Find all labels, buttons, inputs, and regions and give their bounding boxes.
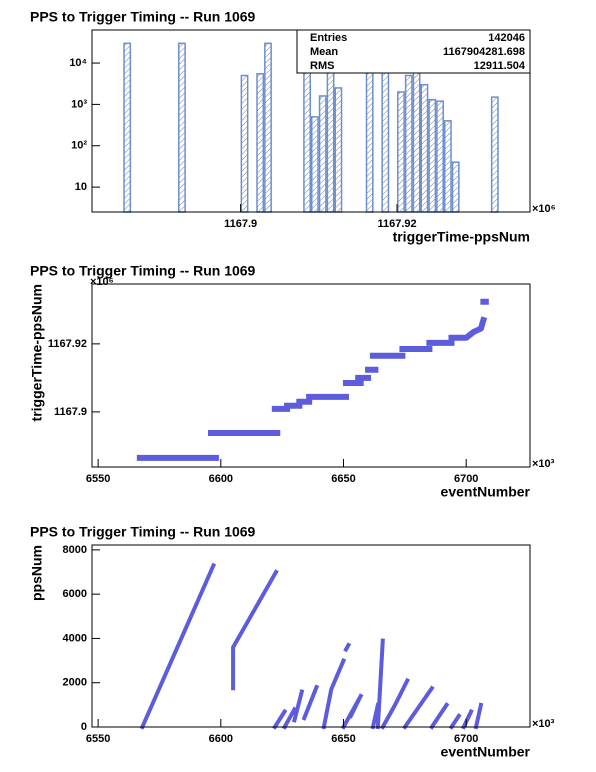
y-tick-label: 2000 [63,677,87,689]
x-tick-label: 6700 [454,473,478,485]
y-tick-label: 10 [75,181,87,193]
x-tick-label: 6650 [331,473,355,485]
stats-label: Entries [310,32,347,44]
y-tick-label: 1167.92 [48,338,87,350]
x-tick-label: 1167.9 [224,218,257,230]
plot-frame [91,283,531,468]
x-tick-label: 6600 [209,473,233,485]
x-axis-label: triggerTime-ppsNum [393,229,530,245]
x-tick-label: 6700 [454,733,478,745]
bar [397,91,405,213]
bar [381,59,390,213]
bar [334,87,343,213]
bar [178,42,186,213]
y-tick-label: 1167.9 [54,406,87,418]
x-tick-label: 6650 [331,733,355,745]
x-axis-label: eventNumber [441,744,531,760]
stats-value: 142046 [488,32,525,44]
x-tick-label: 6550 [86,733,110,745]
bar [428,98,437,213]
chart-title: PPS to Trigger Timing -- Run 1069 [30,9,256,25]
x-tick-label: 6600 [209,733,233,745]
y-exponent: ×10⁶ [90,276,114,288]
stats-label: Mean [310,46,338,58]
y-axis-label: triggerTime-ppsNum [29,284,45,421]
plot-frame [91,544,531,728]
stats-value: 12911.504 [474,60,526,72]
stats-label: RMS [310,60,334,72]
y-tick-label: 10³ [71,98,87,110]
y-tick-label: 10⁴ [69,57,87,69]
y-tick-label: 10² [71,140,87,152]
x-exponent: ×10³ [532,718,555,730]
bar [326,66,335,213]
data-line [136,298,489,461]
bar [443,120,452,213]
bar [365,59,374,213]
data-line [139,562,484,730]
chart-title: PPS to Trigger Timing -- Run 1069 [30,263,256,279]
y-tick-label: 0 [81,721,87,733]
stats-value: 1167904281.698 [443,46,525,58]
y-tick-label: 4000 [63,632,87,644]
y-tick-label: 6000 [63,588,87,600]
x-axis-label: eventNumber [441,484,531,500]
bar [256,73,265,213]
x-exponent: ×10³ [532,458,555,470]
y-tick-label: 8000 [63,544,87,556]
y-axis-label: ppsNum [29,545,45,601]
x-tick-label: 1167.92 [377,218,416,230]
bar [436,100,444,213]
bar [240,74,249,213]
bar [412,59,421,213]
bar [404,74,413,213]
bar [318,95,327,213]
x-tick-label: 6550 [86,473,110,485]
stats-box [296,29,531,74]
bar [490,96,499,213]
chart-title: PPS to Trigger Timing -- Run 1069 [30,524,256,540]
bar [451,161,460,213]
bar [123,42,132,213]
bar [311,116,319,213]
x-exponent: ×10⁶ [532,203,556,215]
bar [264,42,272,213]
bar [420,83,429,213]
